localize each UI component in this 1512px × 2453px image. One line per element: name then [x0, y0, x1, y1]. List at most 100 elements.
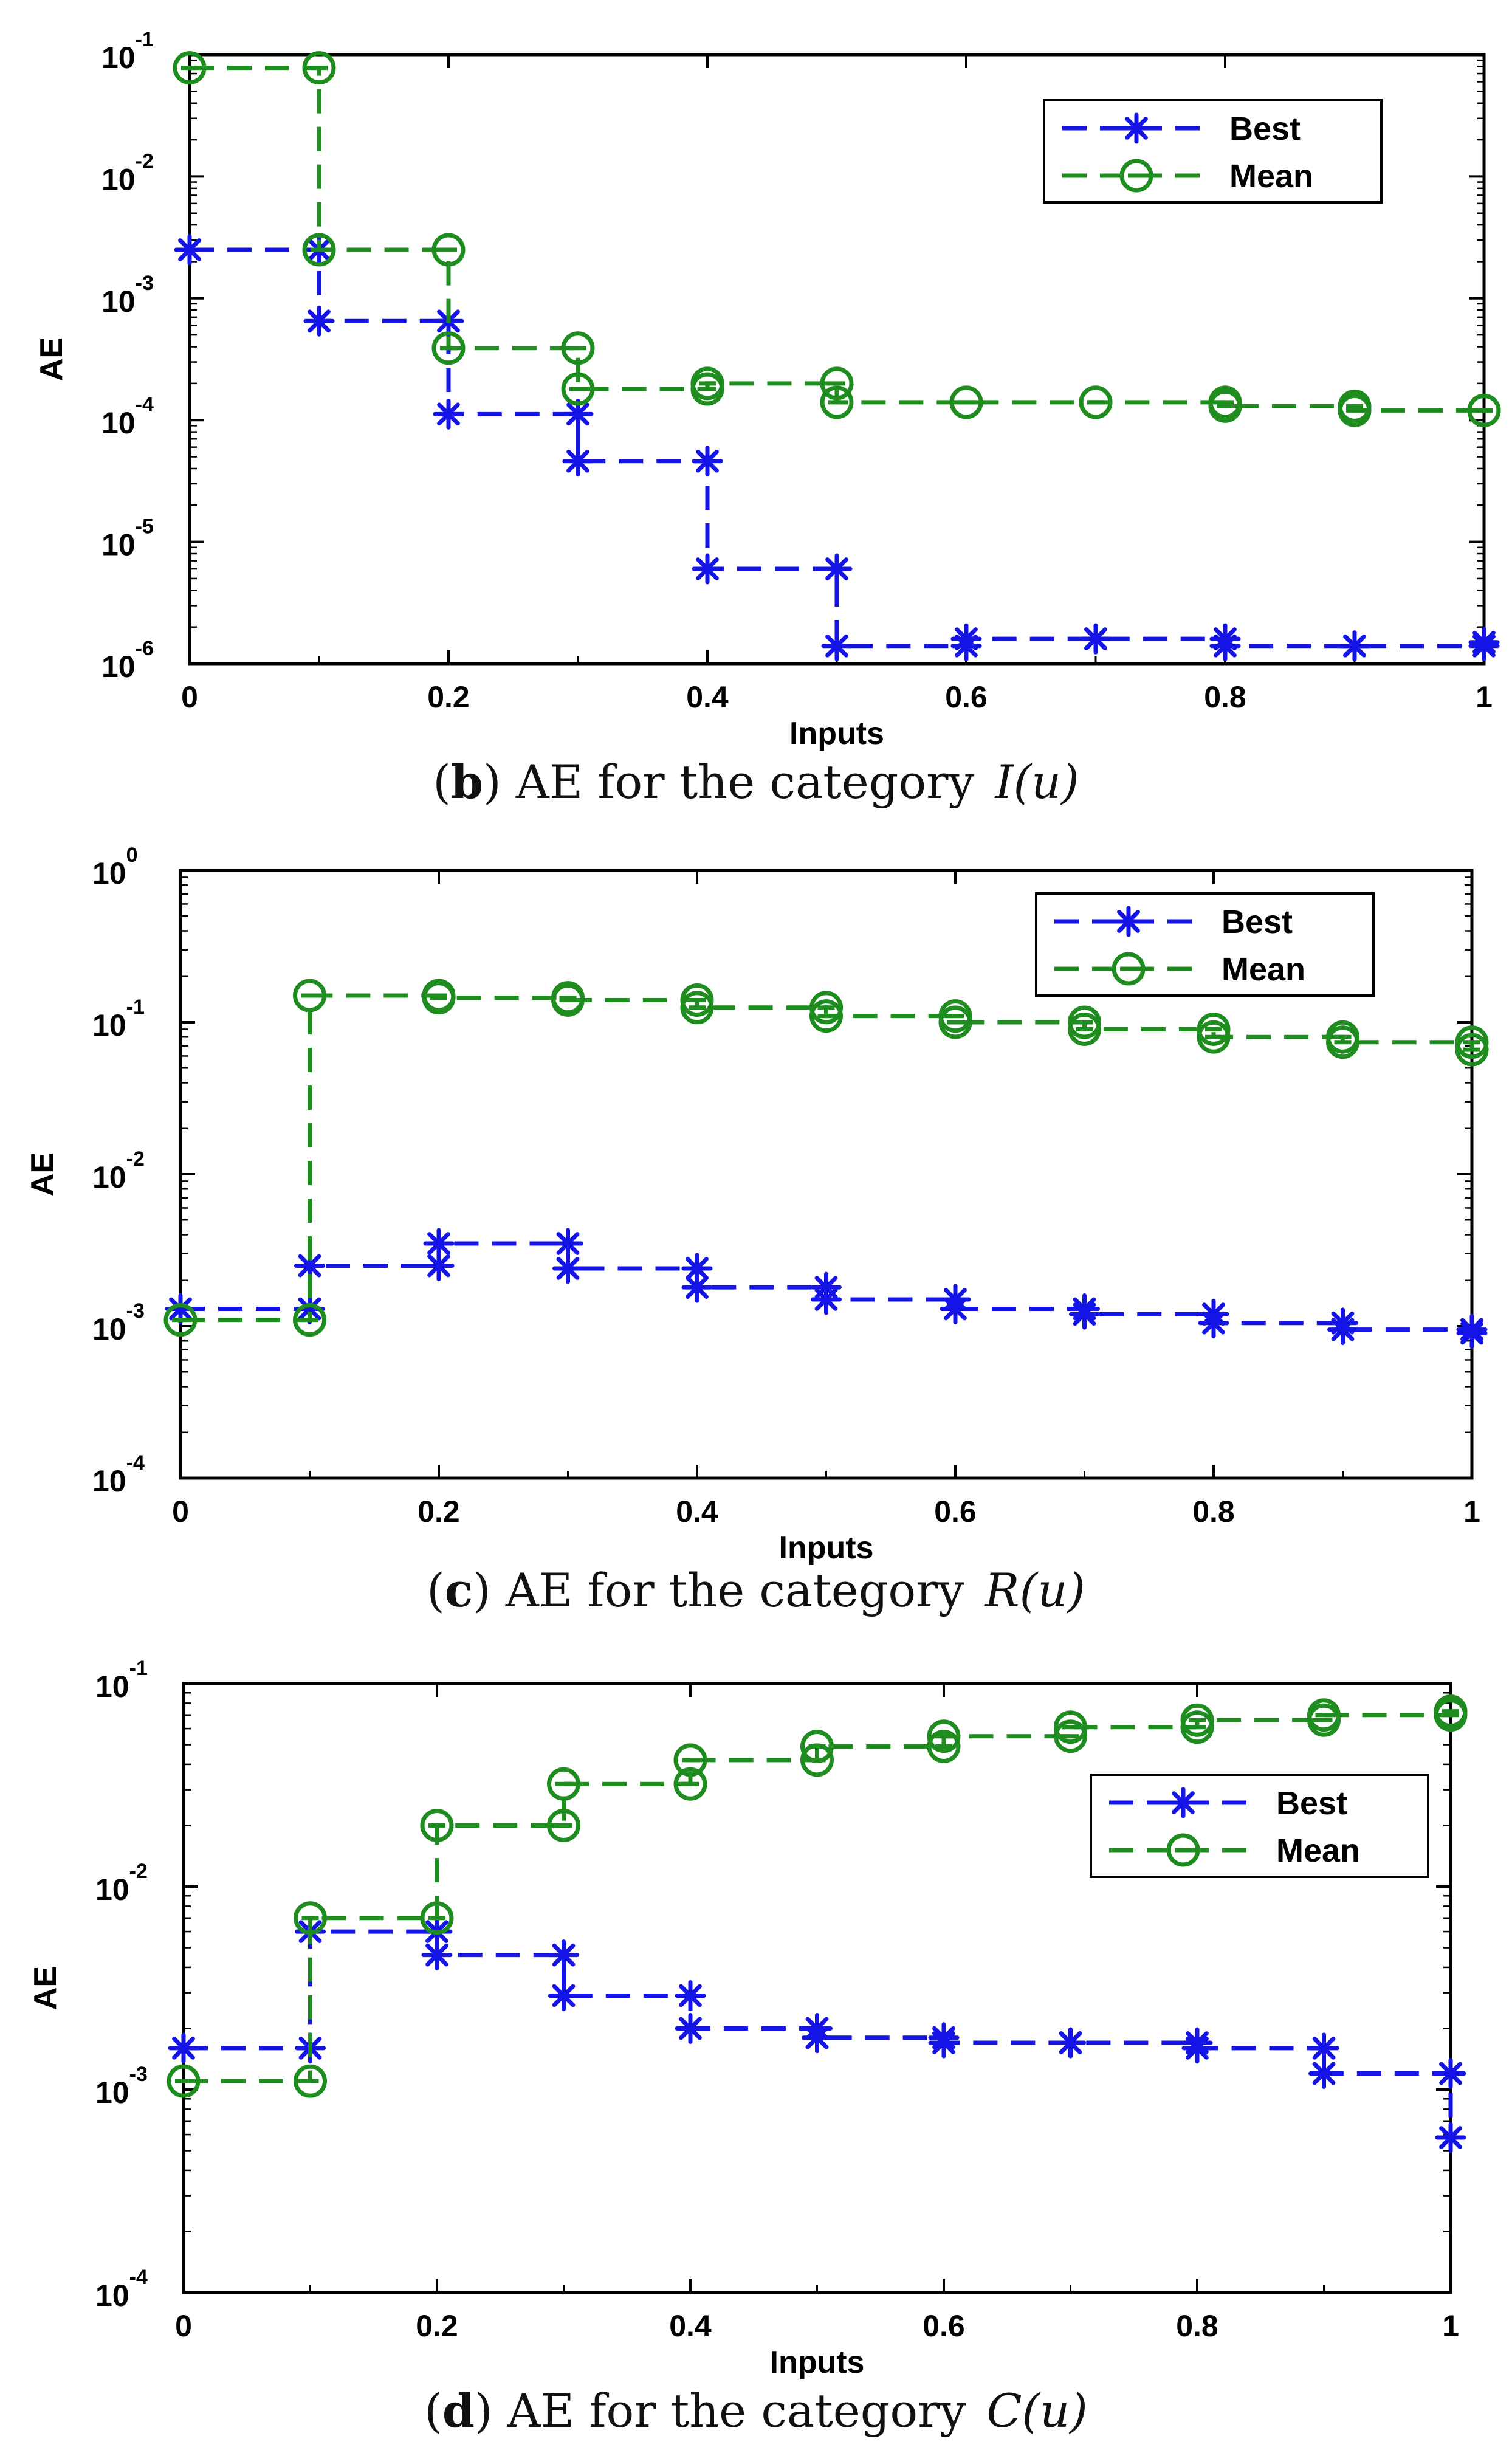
data-point-best [1435, 2058, 1466, 2090]
data-point-best [421, 1939, 453, 1971]
data-point-best [811, 1284, 842, 1315]
data-point-mean [1338, 393, 1372, 427]
x-tick-label: 1 [1476, 680, 1493, 714]
chart-panel-b: 0 0.2 0.4 0.6 0.8 1 10-6 10-5 10-4 10-3 10-2 10-1 In… [34, 28, 1501, 751]
y-tick-label: 10-2 [92, 1147, 145, 1194]
data-point-mean [809, 999, 843, 1033]
data-point-best [548, 1939, 579, 1971]
data-point-mean [302, 51, 336, 85]
data-point-mean [1455, 1033, 1489, 1067]
y-tick-label: 10-4 [95, 2266, 148, 2313]
legend-marker-mean [1119, 159, 1153, 193]
caption-letter: c [444, 1563, 473, 1617]
panel-c-caption: (c) AE for the category R(u) [427, 1563, 1085, 1617]
data-point-mean [927, 1729, 961, 1763]
x-tick-label: 0 [181, 680, 198, 714]
data-point-best [423, 1228, 455, 1259]
legend-entry: Best [1222, 904, 1293, 940]
y-tick-exponent: -2 [136, 150, 154, 173]
y-tick-exponent: -1 [126, 996, 145, 1019]
legend-marker-best [1167, 1787, 1199, 1818]
data-point-mean [680, 991, 714, 1025]
legend-box [1035, 892, 1375, 997]
x-axis-label: Inputs [789, 716, 884, 751]
x-tick-label: 0 [172, 1495, 189, 1529]
series-line-mean [180, 993, 1474, 1323]
legend-box [1090, 1774, 1429, 1878]
y-tick-exponent: -3 [126, 1299, 145, 1323]
data-point-best [940, 1293, 971, 1325]
y-tick-label: 10-6 [101, 637, 154, 684]
y-tick-label: 10-4 [92, 1451, 145, 1498]
data-point-mean [420, 1808, 454, 1842]
data-point-mean [547, 1808, 580, 1842]
data-point-mean [422, 981, 456, 1015]
y-tick-label: 10-1 [101, 28, 154, 75]
data-point-mean [551, 983, 585, 1017]
data-point-mean [294, 2064, 327, 2098]
y-tick-exponent: -4 [126, 1451, 145, 1474]
data-point-best [681, 1271, 713, 1303]
data-point-best [168, 2032, 199, 2064]
data-point-best [1327, 1314, 1358, 1346]
data-point-mean [173, 51, 207, 85]
data-point-mean [1054, 1710, 1087, 1744]
legend: Best Mean [1035, 892, 1375, 997]
y-tick-exponent: -2 [129, 1860, 148, 1883]
data-point-mean [294, 1901, 327, 1935]
caption-letter: b [450, 755, 484, 809]
x-tick-label: 0.8 [1204, 680, 1246, 714]
data-point-mean [293, 979, 326, 1013]
data-point-mean [809, 991, 843, 1025]
data-point-mean [1208, 389, 1242, 423]
caption-math: R(u) [985, 1563, 1085, 1617]
data-point-best [821, 553, 853, 585]
data-point-mean [820, 385, 854, 419]
y-tick-label: 10-1 [92, 996, 145, 1042]
data-point-best [1468, 627, 1500, 658]
data-point-mean [1079, 385, 1113, 419]
data-point-best [1308, 2058, 1339, 2090]
data-point-mean [547, 1767, 580, 1801]
data-point-mean [1326, 1025, 1359, 1059]
data-point-best [821, 630, 853, 662]
data-point-best [692, 446, 723, 477]
data-point-best [433, 398, 464, 430]
x-tick-label: 0.2 [416, 2309, 458, 2343]
legend-marker-best [1121, 112, 1152, 144]
data-point-mean [420, 1901, 454, 1935]
data-point-mean [949, 385, 983, 419]
caption-text: AE for the category [515, 755, 975, 809]
y-tick-exponent: -2 [126, 1147, 145, 1171]
data-point-mean [820, 366, 854, 401]
data-point-best [675, 2012, 706, 2044]
x-tick-label: 0.2 [418, 1495, 460, 1529]
y-tick-exponent: 0 [126, 844, 138, 867]
data-point-best [562, 446, 594, 477]
y-tick-exponent: -3 [136, 272, 154, 295]
legend-entry: Best [1276, 1785, 1347, 1822]
y-tick-label: 100 [92, 844, 138, 890]
data-point-mean [1068, 1012, 1101, 1046]
data-point-mean [561, 331, 595, 365]
panel-d-caption: (d) AE for the category C(u) [424, 2384, 1088, 2438]
y-tick-exponent: -3 [129, 2063, 148, 2086]
x-tick-label: 0.6 [923, 2309, 965, 2343]
data-point-best [552, 1253, 583, 1284]
data-point-mean [431, 331, 466, 365]
data-point-best [692, 553, 723, 585]
data-point-mean [302, 233, 336, 267]
data-point-mean [1467, 393, 1501, 427]
x-tick-label: 0.8 [1192, 1495, 1235, 1529]
data-point-best [802, 2022, 833, 2054]
data-point-best [1198, 1307, 1229, 1339]
data-point-mean [690, 366, 724, 401]
x-tick-label: 0.6 [934, 1495, 977, 1529]
data-point-best [548, 1980, 579, 2012]
series-line-best [190, 247, 1486, 649]
x-tick-label: 0 [175, 2309, 192, 2343]
x-tick-label: 1 [1463, 1495, 1480, 1529]
legend-marker-mean [1166, 1833, 1200, 1867]
data-point-best [423, 1250, 455, 1282]
data-point-mean [673, 1743, 707, 1777]
